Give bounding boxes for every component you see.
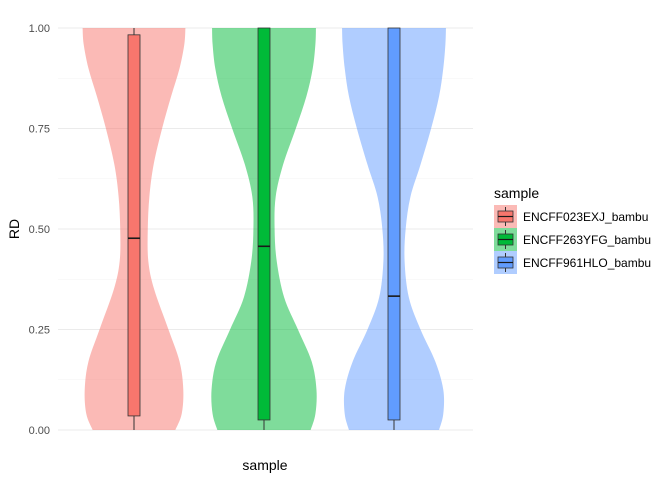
y-tick-label: 0.75 (29, 124, 50, 136)
legend-item: ENCFF961HLO_bambu (494, 251, 651, 274)
legend-title: sample (494, 185, 539, 201)
y-axis-ticks: 0.00 0.25 0.50 0.75 1.00 (29, 23, 50, 437)
x-axis-title: sample (242, 457, 287, 473)
y-tick-label: 0.50 (29, 224, 50, 236)
boxplot-ENCFF263YFG_bambu (257, 27, 271, 430)
legend-label: ENCFF023EXJ_bambu (523, 210, 648, 224)
y-tick-label: 0.00 (29, 425, 50, 437)
box-iqr (257, 27, 271, 421)
y-tick-label: 0.25 (29, 325, 50, 337)
legend-item: ENCFF023EXJ_bambu (494, 205, 648, 228)
legend-label: ENCFF263YFG_bambu (523, 233, 651, 247)
box-iqr (387, 27, 401, 421)
boxplots (127, 27, 401, 430)
y-tick-label: 1.00 (29, 23, 50, 35)
legend-label: ENCFF961HLO_bambu (523, 256, 651, 270)
boxplot-ENCFF961HLO_bambu (387, 27, 401, 430)
boxplot-ENCFF023EXJ_bambu (127, 28, 141, 430)
y-axis-title: RD (6, 219, 22, 239)
box-iqr (127, 34, 141, 417)
legend: sample ENCFF023EXJ_bambu ENCFF263YFG_bamb… (494, 185, 651, 274)
legend-item: ENCFF263YFG_bambu (494, 228, 651, 251)
